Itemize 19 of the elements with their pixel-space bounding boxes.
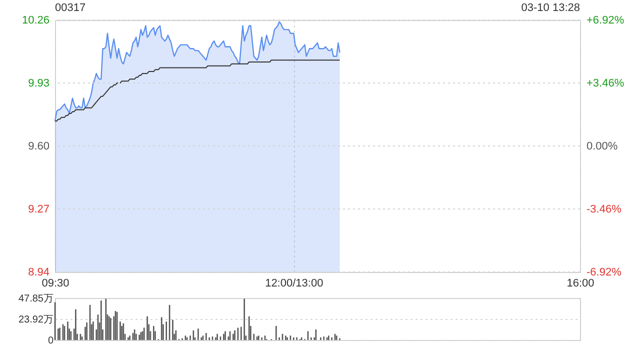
text: 03-10 13:28 bbox=[521, 2, 580, 14]
y2-tick-label: 0.00% bbox=[586, 140, 618, 152]
y-tick-label: 8.94 bbox=[28, 266, 50, 278]
y-tick-label: 9.27 bbox=[28, 204, 50, 216]
line-series bbox=[54, 60, 340, 122]
x-tick-label: 09:30 bbox=[42, 278, 70, 290]
y2-tick-label: +6.92% bbox=[586, 14, 624, 26]
chart-title: 00317 bbox=[55, 2, 86, 14]
y2-tick-label: -6.92% bbox=[586, 266, 622, 278]
y-tick-label: 47.85万 bbox=[18, 294, 54, 304]
y-tick-label: 9.93 bbox=[28, 78, 50, 90]
y-tick-label: 9.60 bbox=[28, 140, 50, 152]
y-tick-label: 10.26 bbox=[22, 14, 50, 26]
x-tick-label: 16:00 bbox=[566, 278, 594, 290]
y2-tick-label: -3.46% bbox=[586, 204, 622, 216]
y-tick-label: 0 bbox=[48, 336, 54, 346]
y-tick-label: 23.92万 bbox=[18, 314, 54, 326]
x-tick-label: 12:00/13:00 bbox=[265, 278, 324, 290]
y2-tick-label: +3.46% bbox=[586, 78, 624, 90]
